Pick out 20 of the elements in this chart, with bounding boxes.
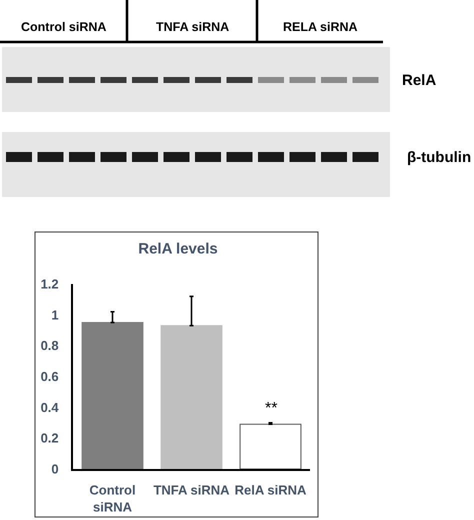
text: Control siRNA	[21, 20, 106, 34]
text: TNFA siRNA	[156, 20, 230, 34]
x-tick-label: Control siRNA	[89, 482, 136, 514]
y-tick-label: 0.4	[40, 400, 60, 415]
text: β-tubulin	[407, 149, 472, 166]
annotation: **	[265, 400, 278, 417]
bar	[240, 424, 302, 469]
text: RelA	[402, 72, 436, 89]
y-tick-label: 0.6	[40, 369, 59, 384]
y-tick-label: 0.8	[40, 338, 59, 354]
x-tick-label: TNFA siRNA	[153, 482, 230, 498]
y-tick-label: 0.2	[40, 430, 59, 446]
y-tick-label: 1.2	[40, 276, 59, 292]
y-tick-label: 0	[51, 462, 59, 477]
x-tick-label: RelA siRNA	[234, 482, 307, 498]
bar	[160, 325, 222, 469]
bar	[82, 322, 144, 469]
y-tick-label: 1	[51, 307, 59, 322]
chart-title: RelA levels	[138, 240, 218, 258]
text: RELA siRNA	[283, 20, 358, 34]
